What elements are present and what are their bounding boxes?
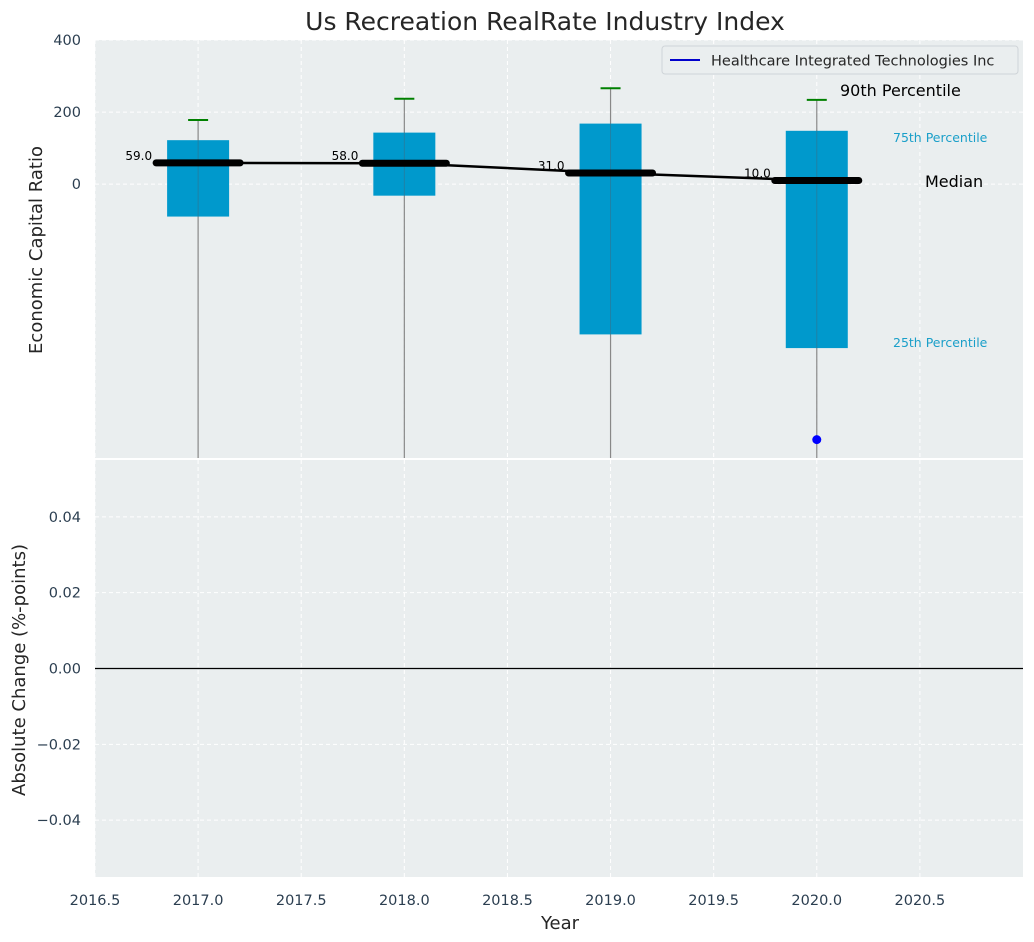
x-tick-label: 2018.5 <box>482 893 533 909</box>
top-panel-background <box>95 40 1023 458</box>
annotation-25th-percentile: 25th Percentile <box>893 335 988 350</box>
x-tick-label: 2017.0 <box>173 893 224 909</box>
annotation-90th-percentile: 90th Percentile <box>840 81 961 100</box>
median-trend-line <box>198 161 817 182</box>
bottom-y-tick-label: 0.02 <box>49 586 81 602</box>
legend-entry-label: Healthcare Integrated Technologies Inc <box>711 54 994 70</box>
x-tick-label: 2016.5 <box>70 893 121 909</box>
x-tick-label: 2019.5 <box>688 893 739 909</box>
median-value-label: 58.0 <box>332 149 359 163</box>
x-tick-label: 2020.0 <box>791 893 842 909</box>
median-value-label: 59.0 <box>125 149 152 163</box>
legend: Healthcare Integrated Technologies Inc <box>661 45 1019 75</box>
x-tick-label: 2019.0 <box>585 893 636 909</box>
company-data-point <box>812 435 822 445</box>
bottom-y-tick-label: −0.02 <box>37 737 81 753</box>
zero-line-group <box>95 458 1023 670</box>
legend-frame <box>661 45 1019 75</box>
bottom-y-axis-label: Absolute Change (%-points) <box>9 544 30 796</box>
annotation-75th-percentile: 75th Percentile <box>893 130 988 145</box>
top-y-axis-label: Economic Capital Ratio <box>26 146 47 354</box>
bottom-y-tick-label: −0.04 <box>37 813 81 829</box>
axis-ticks: 0 200 400 −0.04 −0.02 0.00 0.02 0.04 2016.5 2017.… <box>37 33 946 909</box>
box-plot-series: 59.0 58.031.010.0 <box>125 87 863 458</box>
top-y-tick-label: 400 <box>53 33 81 49</box>
x-tick-label: 2017.5 <box>276 893 327 909</box>
bottom-y-tick-label: 0.04 <box>49 510 81 526</box>
chart-title: Us Recreation RealRate Industry Index <box>305 7 785 36</box>
top-y-tick-label: 200 <box>53 105 81 121</box>
top-y-tick-label: 0 <box>72 177 81 193</box>
x-axis-label: Year <box>540 913 580 934</box>
annotation-median: Median <box>925 172 983 191</box>
x-tick-label: 2018.0 <box>379 893 430 909</box>
bottom-y-tick-label: 0.00 <box>49 662 81 678</box>
x-tick-label: 2020.5 <box>895 893 946 909</box>
top-panel-grid <box>94 39 1023 458</box>
